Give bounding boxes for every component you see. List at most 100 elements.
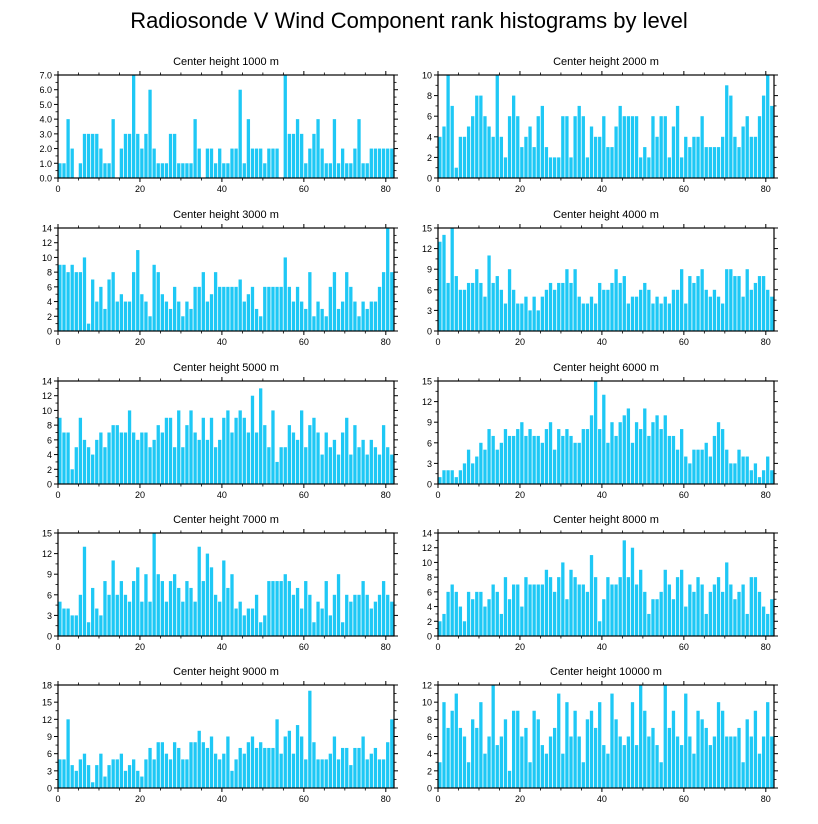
histogram-bar	[103, 581, 107, 636]
histogram-bar	[602, 745, 606, 788]
histogram-bar	[340, 301, 345, 331]
histogram-bar	[246, 119, 251, 178]
histogram-bar	[458, 727, 463, 788]
y-tick-label: 6	[47, 749, 52, 759]
histogram-bar	[152, 148, 156, 178]
histogram-bar	[287, 581, 292, 636]
histogram-bar	[238, 89, 242, 178]
histogram-bar	[78, 272, 83, 331]
histogram-bar	[263, 425, 267, 484]
histogram-bar	[91, 454, 95, 484]
histogram-bar	[340, 747, 345, 788]
histogram-bar	[283, 257, 287, 331]
chart-panel: Center height 3000 m 0 2 4 6 8 10 12 14 0 20 40 60 80	[42, 209, 398, 347]
histogram-bar	[300, 736, 304, 788]
histogram-bar	[651, 422, 655, 484]
y-tick-label: 4	[427, 132, 432, 142]
histogram-bar	[164, 301, 169, 331]
histogram-bar	[450, 105, 454, 178]
histogram-bar	[304, 163, 308, 178]
histogram-bar	[86, 133, 91, 178]
histogram-bar	[716, 422, 721, 484]
panel-title: Center height 5000 m	[173, 362, 279, 374]
histogram-bar	[234, 608, 238, 636]
histogram-bar	[287, 286, 292, 331]
histogram-bar	[62, 432, 66, 484]
histogram-bar	[626, 736, 631, 788]
histogram-bar	[160, 294, 164, 331]
histogram-bar	[741, 584, 745, 636]
histogram-bar	[308, 594, 312, 636]
histogram-bar	[205, 148, 210, 178]
histogram-bar	[561, 435, 565, 484]
x-tick-label: 60	[679, 794, 689, 804]
histogram-bar	[471, 116, 475, 178]
x-tick-label: 60	[679, 642, 689, 652]
x-tick-label: 20	[135, 794, 145, 804]
histogram-bar	[316, 119, 320, 178]
histogram-bar	[696, 276, 700, 331]
histogram-bar	[197, 730, 201, 788]
histogram-bar	[62, 759, 66, 788]
histogram-bar	[520, 303, 524, 331]
x-tick-label: 40	[217, 794, 227, 804]
histogram-bar	[328, 286, 332, 331]
histogram-bar	[267, 286, 271, 331]
histogram-bar	[716, 147, 721, 178]
histogram-bar	[520, 147, 524, 178]
panel-title: Center height 8000 m	[553, 514, 659, 526]
histogram-bar	[729, 463, 733, 484]
histogram-bar	[259, 388, 263, 484]
histogram-bar	[189, 308, 193, 331]
histogram-bar	[684, 136, 688, 178]
histogram-bar	[663, 415, 667, 484]
histogram-bar	[446, 591, 450, 636]
histogram-bar	[512, 289, 516, 331]
histogram-bar	[119, 581, 124, 636]
histogram-bar	[226, 286, 230, 331]
y-tick-label: 7.0	[39, 71, 52, 81]
histogram-bar	[234, 286, 238, 331]
histogram-bar	[577, 584, 581, 636]
histogram-bar	[487, 126, 491, 178]
histogram-bar	[581, 429, 585, 484]
histogram-bar	[577, 296, 581, 331]
histogram-bar	[499, 613, 504, 636]
histogram-bar	[454, 477, 458, 484]
histogram-bar	[246, 608, 251, 636]
histogram-bar	[332, 736, 337, 788]
histogram-bar	[450, 584, 454, 636]
y-tick-label: 12	[422, 397, 432, 407]
histogram-bar	[684, 693, 688, 788]
histogram-bar	[74, 770, 78, 788]
chart-panel: Center height 1000 m 0.0 1.0 2.0 3.0 4.0 5.0 6.…	[39, 56, 398, 194]
histogram-bar	[66, 719, 70, 788]
histogram-bar	[181, 447, 185, 484]
histogram-bar	[507, 599, 512, 636]
histogram-bar	[745, 269, 749, 331]
histogram-bar	[475, 456, 479, 484]
histogram-bar	[622, 415, 626, 484]
histogram-bar	[324, 432, 328, 484]
histogram-bar	[618, 282, 622, 331]
x-tick-label: 20	[135, 642, 145, 652]
histogram-bar	[275, 461, 279, 484]
histogram-bar	[222, 753, 226, 788]
x-tick-label: 80	[381, 184, 391, 194]
y-tick-label: 8	[427, 91, 432, 101]
histogram-bar	[300, 301, 304, 331]
y-tick-label: 6	[47, 590, 52, 600]
histogram-bar	[716, 702, 721, 788]
histogram-bar	[520, 736, 524, 788]
histogram-bar	[692, 136, 696, 178]
histogram-bar	[107, 765, 111, 788]
histogram-bar	[189, 163, 193, 178]
histogram-bar	[86, 622, 91, 636]
histogram-bar	[589, 126, 594, 178]
histogram-bar	[585, 719, 590, 788]
x-tick-label: 40	[217, 490, 227, 500]
histogram-bar	[218, 148, 222, 178]
histogram-bar	[234, 417, 238, 484]
histogram-bar	[91, 279, 95, 331]
x-tick-label: 60	[679, 184, 689, 194]
